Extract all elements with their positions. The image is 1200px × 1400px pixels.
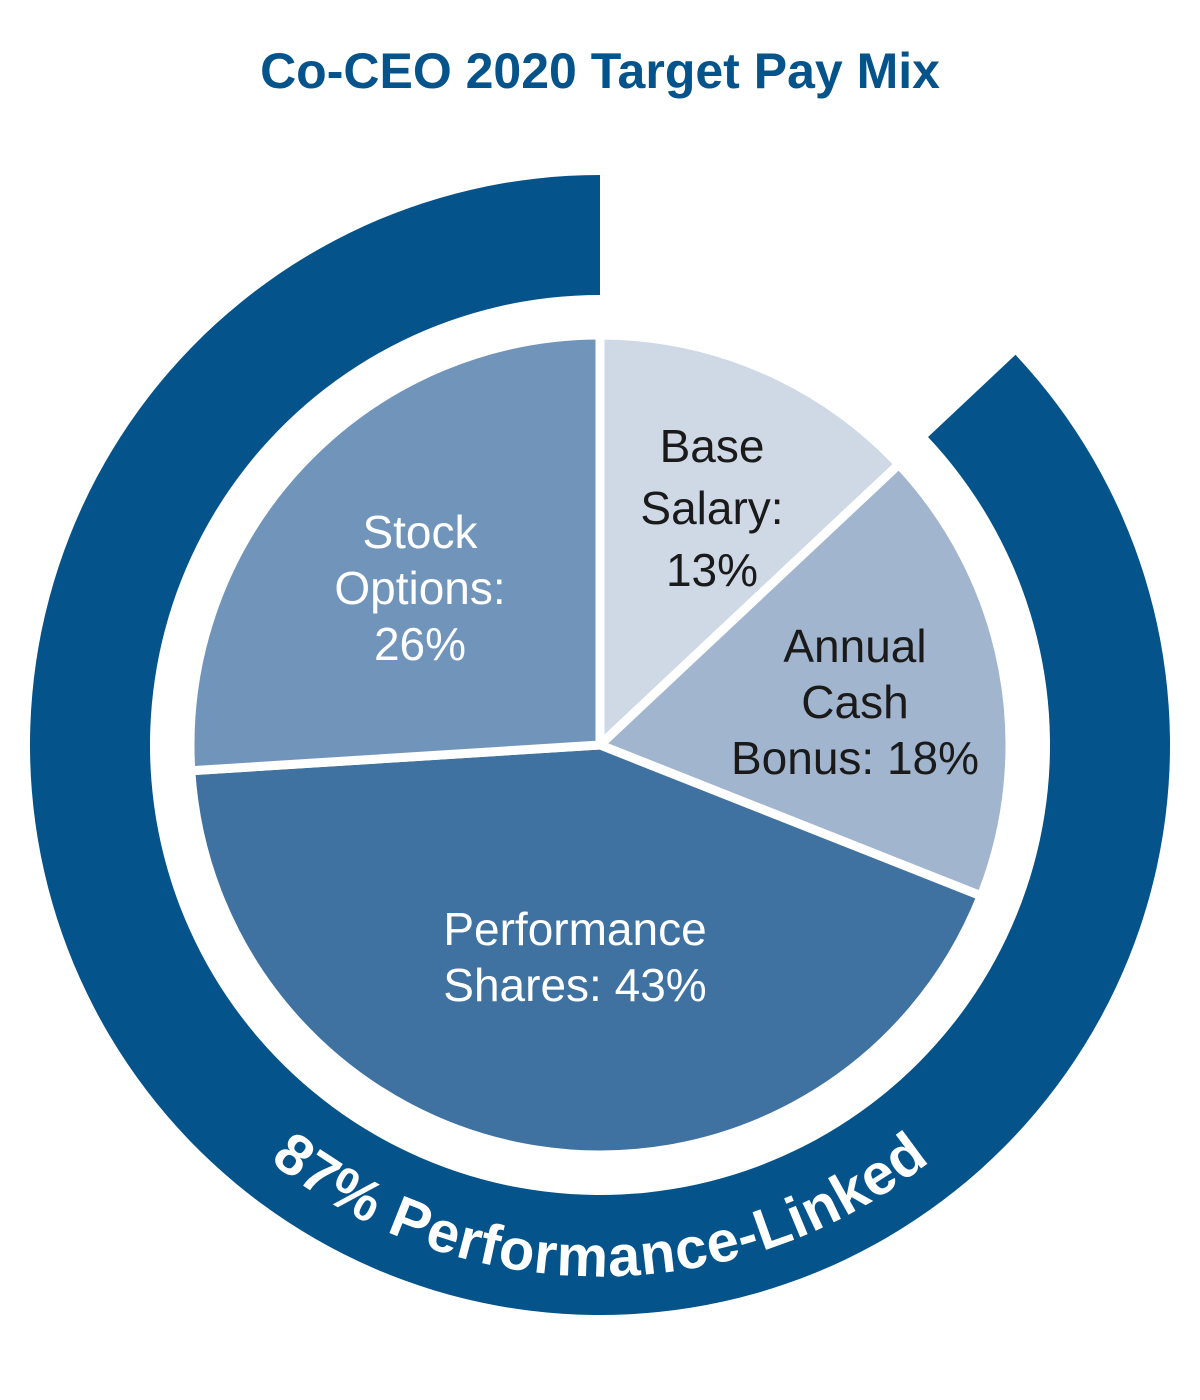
slice-label: Performance Shares: 43% xyxy=(443,903,706,1011)
pie-slice xyxy=(595,459,1015,901)
pie-slice xyxy=(186,740,986,1160)
slice-label: Base Salary: 13% xyxy=(640,420,783,596)
pie-slice xyxy=(185,330,605,776)
pie-slice xyxy=(595,330,904,750)
slice-label: Annual Cash Bonus: 18% xyxy=(731,620,979,784)
chart-title: Co-CEO 2020 Target Pay Mix xyxy=(260,43,940,99)
slice-label: Stock Options: 26% xyxy=(334,506,505,670)
